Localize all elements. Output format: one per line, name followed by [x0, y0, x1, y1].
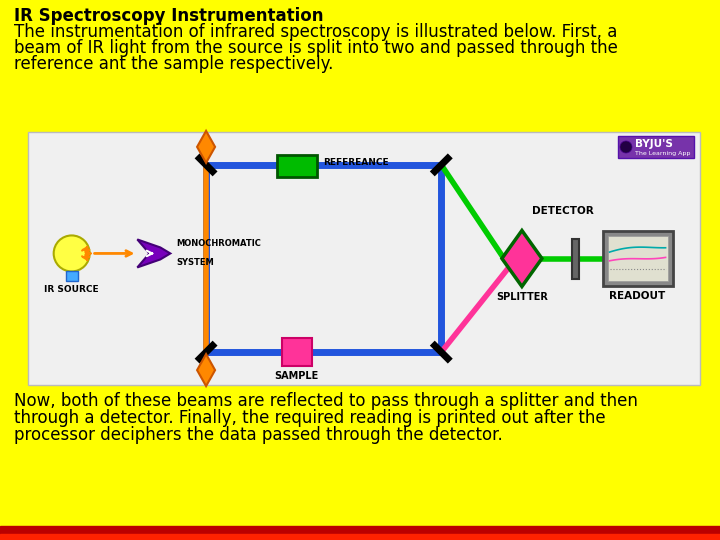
Text: IR SOURCE: IR SOURCE — [45, 286, 99, 294]
Polygon shape — [197, 354, 215, 386]
Polygon shape — [197, 131, 215, 163]
Bar — [66, 272, 78, 281]
Bar — [572, 239, 579, 279]
Text: IR Spectroscopy Instrumentation: IR Spectroscopy Instrumentation — [14, 7, 323, 25]
Circle shape — [620, 141, 632, 153]
Bar — [0, 534, 720, 540]
Text: The instrumentation of infrared spectroscopy is illustrated below. First, a: The instrumentation of infrared spectros… — [14, 23, 617, 41]
Bar — [28, 132, 700, 385]
Text: The Learning App: The Learning App — [635, 151, 690, 156]
Bar — [282, 338, 312, 366]
Text: BYJU'S: BYJU'S — [635, 139, 673, 149]
Text: beam of IR light from the source is split into two and passed through the: beam of IR light from the source is spli… — [14, 39, 618, 57]
Polygon shape — [502, 231, 542, 287]
Text: READOUT: READOUT — [609, 291, 666, 301]
Text: through a detector. Finally, the required reading is printed out after the: through a detector. Finally, the require… — [14, 409, 606, 427]
Text: Now, both of these beams are reflected to pass through a splitter and then: Now, both of these beams are reflected t… — [14, 392, 638, 410]
Bar — [276, 155, 317, 177]
Bar — [608, 236, 667, 281]
Text: MONOCHROMATIC: MONOCHROMATIC — [176, 239, 261, 248]
Text: SYSTEM: SYSTEM — [176, 259, 214, 267]
Bar — [618, 136, 694, 158]
Text: processor deciphers the data passed through the detector.: processor deciphers the data passed thro… — [14, 426, 503, 444]
Circle shape — [54, 235, 90, 272]
Text: REFEREANCE: REFEREANCE — [323, 158, 388, 167]
Bar — [0, 526, 720, 540]
Text: reference ant the sample respectively.: reference ant the sample respectively. — [14, 55, 333, 73]
Text: SAMPLE: SAMPLE — [274, 371, 319, 381]
Polygon shape — [138, 239, 171, 267]
Bar — [603, 231, 672, 286]
Text: DETECTOR: DETECTOR — [532, 206, 594, 215]
Text: SPLITTER: SPLITTER — [496, 292, 548, 301]
